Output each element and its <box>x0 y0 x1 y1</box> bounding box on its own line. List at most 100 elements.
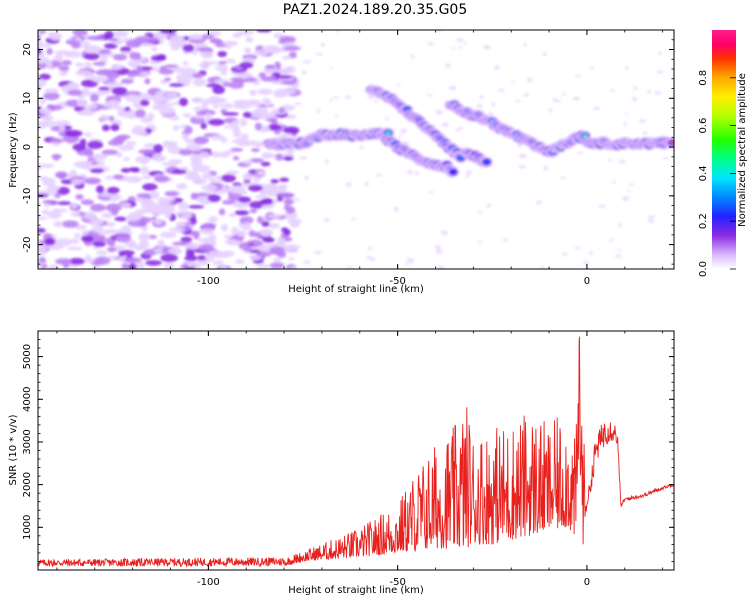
spectrogram-speckle-cell <box>543 165 549 171</box>
spectrogram-noise-cell <box>193 136 209 145</box>
spectrogram-speckle-cell <box>623 121 627 127</box>
spectrogram-noise-cell <box>118 202 132 209</box>
spectrogram-noise-cell <box>41 209 50 215</box>
snr-y-tick-label: 1000 <box>22 515 33 540</box>
spectrogram-noise-cell <box>121 262 129 269</box>
spectrogram-noise-cell <box>241 133 249 140</box>
spectrogram-noise-cell <box>158 68 174 75</box>
spectrogram-speckle-cell <box>373 100 379 103</box>
spectrogram-noise-cell <box>130 168 141 173</box>
spectrogram-panel: -100 -50 0 20 10 0 -10 -20 Height of straight … <box>8 29 675 295</box>
spectrogram-speckle-cell <box>370 257 375 262</box>
spectrogram-noise-cell <box>58 71 68 77</box>
spectrogram-speckle-cell <box>614 254 622 258</box>
spectrogram-speckle-cell <box>482 45 491 50</box>
spectrogram-frame <box>37 29 675 270</box>
spectrogram-noise-cell <box>61 85 70 93</box>
spectrogram-noise-cell <box>164 77 172 82</box>
spectrogram-noise-cell <box>106 186 120 194</box>
spectrogram-speckle-cell <box>598 204 606 208</box>
spectrogram-noise-cell <box>58 124 66 132</box>
spectrogram-speckle-cell <box>345 266 354 269</box>
spectrogram-noise-cell <box>164 262 175 269</box>
spectrogram-y-tick-label: -10 <box>22 188 33 204</box>
spectrogram-noise-cell <box>278 107 285 113</box>
spectrogram-speckle-cell <box>368 246 372 251</box>
spectrogram-noise-cell <box>76 98 86 108</box>
spectrogram-noise-cell <box>222 81 231 87</box>
spectrogram-noise-cell <box>260 76 276 82</box>
spectrogram-noise-cell <box>121 51 130 55</box>
colorbar-gradient <box>712 30 736 269</box>
spectrogram-noise-cell <box>234 210 250 216</box>
spectrogram-speckle-cell <box>291 198 300 201</box>
spectrogram-noise-cell <box>223 124 240 129</box>
spectrogram-speckle-cell <box>332 96 340 99</box>
spectrogram-noise-cell <box>151 46 158 52</box>
colorbar: 0.0 0.2 0.4 0.6 0.8 Normalized spectral ampl… <box>698 30 748 277</box>
spectrogram-noise-cell <box>84 74 96 79</box>
spectrogram-noise-cell <box>258 72 267 79</box>
spectrogram-speckle-cell <box>662 157 670 160</box>
spectrogram-noise-cell <box>38 216 48 221</box>
spectrogram-cells <box>25 30 674 269</box>
spectrogram-noise-cell <box>170 45 180 51</box>
spectrogram-noise-cell <box>120 46 132 53</box>
spectrogram-speckle-cell <box>398 135 403 138</box>
spectrogram-speckle-cell <box>617 222 622 228</box>
spectrogram-noise-cell <box>70 202 79 210</box>
spectrogram-noise-cell <box>255 194 268 199</box>
spectrogram-noise-cell <box>231 227 240 235</box>
spectrogram-noise-cell <box>121 225 131 234</box>
spectrogram-speckle-cell <box>410 53 415 59</box>
spectrogram-noise-cell <box>201 184 218 192</box>
spectrogram-noise-cell <box>188 204 205 209</box>
spectrogram-noise-cell <box>70 212 81 217</box>
spectrogram-noise-cell <box>236 141 252 147</box>
spectrogram-noise-cell <box>272 72 281 77</box>
spectrogram-noise-cell <box>141 175 152 180</box>
spectrogram-speckle-cell <box>316 108 321 114</box>
spectrogram-speckle-cell <box>365 181 369 187</box>
spectrogram-noise-cell <box>199 152 210 159</box>
spectrogram-noise-cell <box>196 260 210 266</box>
spectrogram-noise-cell <box>113 30 129 38</box>
spectrogram-speckle-cell <box>444 63 451 68</box>
spectrogram-noise-cell <box>190 158 203 166</box>
spectrogram-noise-cell <box>38 163 55 168</box>
spectrogram-noise-cell <box>38 140 39 143</box>
spectrogram-noise-cell <box>254 49 269 56</box>
spectrogram-noise-cell <box>234 79 248 84</box>
spectrogram-noise-cell <box>261 153 279 158</box>
spectrogram-noise-cell <box>107 139 124 146</box>
spectrogram-noise-cell <box>251 148 260 153</box>
spectrogram-speckle-cell <box>617 249 622 252</box>
colorbar-tick-label: 0.8 <box>698 70 709 86</box>
spectrogram-noise-cell <box>168 227 185 232</box>
spectrogram-noise-cell <box>232 99 250 105</box>
spectrogram-noise-cell <box>25 69 36 76</box>
spectrogram-speckle-cell <box>463 41 467 45</box>
spectrogram-noise-cell <box>245 77 257 83</box>
spectrogram-noise-cell <box>110 123 120 132</box>
spectrogram-speckle-cell <box>561 92 566 97</box>
spectrogram-noise-cell <box>208 118 225 126</box>
snr-y-tick-label: 2000 <box>22 472 33 497</box>
spectrogram-noise-cell <box>180 212 193 219</box>
spectrogram-noise-cell <box>232 32 242 38</box>
spectrogram-speckle-cell <box>554 99 562 103</box>
spectrogram-noise-cell <box>148 95 158 101</box>
snr-y-tick-label: 3000 <box>22 429 33 454</box>
spectrogram-noise-cell <box>74 232 81 239</box>
spectrogram-noise-cell <box>83 177 101 185</box>
spectrogram-noise-cell <box>104 43 118 49</box>
spectrogram-y-tick-label: 0 <box>22 144 33 150</box>
spectrogram-noise-cell <box>220 224 229 232</box>
snr-x-tick-label: -100 <box>197 577 220 588</box>
spectrogram-noise-cell <box>82 211 97 220</box>
spectrogram-noise-cell <box>64 129 82 138</box>
spectrogram-noise-cell <box>283 156 294 161</box>
spectrogram-speckle-cell <box>625 65 629 71</box>
spectrogram-noise-cell <box>118 145 135 151</box>
snr-x-tick-label: 0 <box>584 577 590 588</box>
